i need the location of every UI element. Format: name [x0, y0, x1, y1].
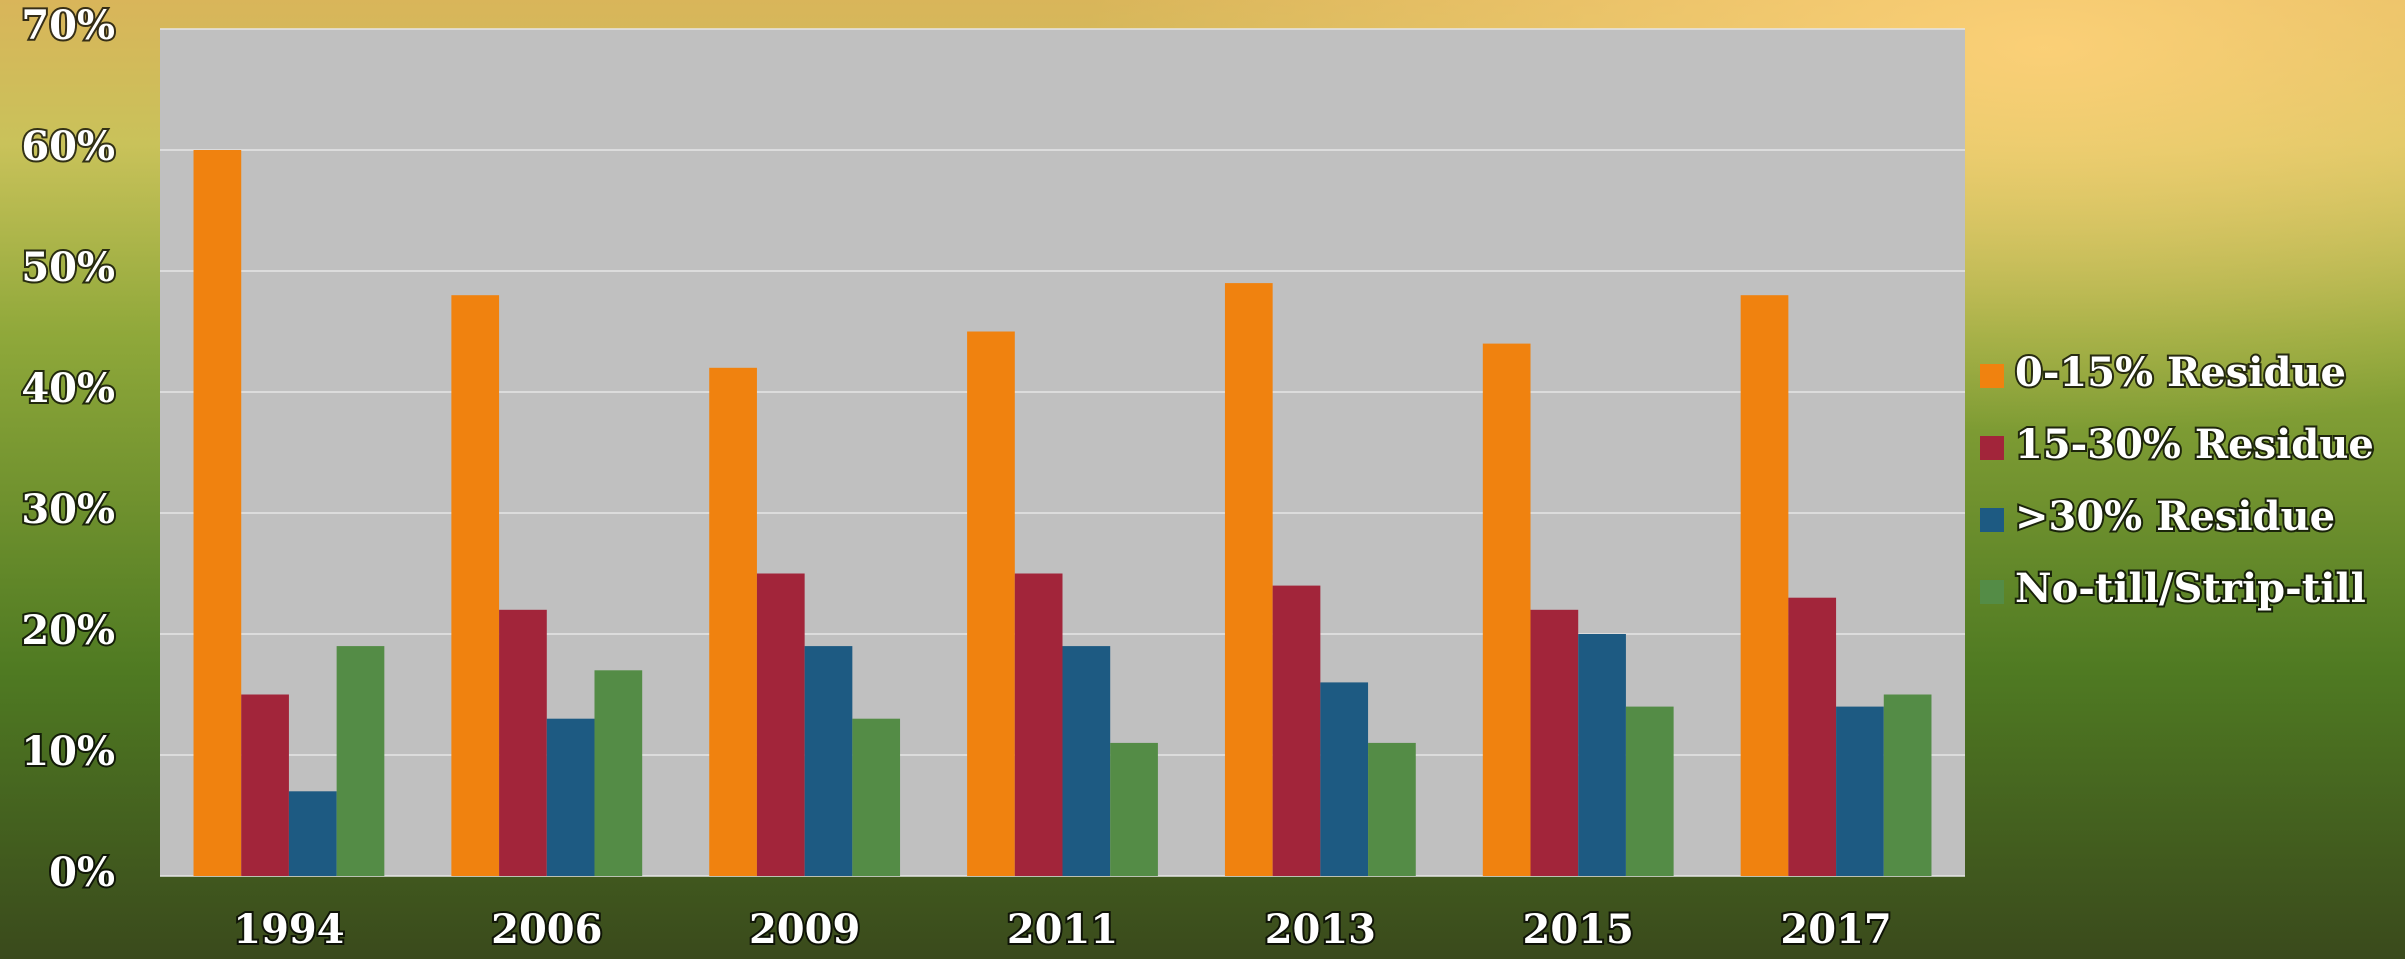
x-tick-label: 2006: [491, 906, 602, 953]
bar: [852, 718, 901, 876]
bar: [1368, 742, 1416, 876]
bar: [1625, 706, 1674, 876]
x-tick-label: 2015: [1523, 906, 1634, 953]
y-tick-label: 60%: [21, 123, 115, 170]
bar: [193, 150, 242, 876]
x-tick-label: 2017: [1780, 906, 1891, 953]
bar: [1110, 742, 1158, 876]
legend-swatch: [1980, 508, 2004, 532]
y-tick-label: 40%: [21, 365, 115, 412]
bar: [1836, 706, 1884, 876]
y-tick-label: 10%: [21, 728, 115, 775]
legend-label: >30% Residue: [2015, 493, 2335, 540]
bar: [1014, 573, 1063, 876]
y-tick-label: 20%: [21, 607, 115, 654]
bar: [594, 670, 643, 876]
bar: [1062, 646, 1111, 876]
bar: [336, 646, 385, 876]
bar: [1788, 597, 1837, 876]
bar: [756, 573, 805, 876]
y-tick-label: 0%: [49, 849, 115, 896]
x-tick-label: 2013: [1265, 906, 1376, 953]
legend-swatch: [1980, 436, 2004, 460]
bar: [546, 718, 595, 876]
bar: [1740, 295, 1789, 876]
bar: [1224, 283, 1273, 877]
legend-swatch: [1980, 364, 2004, 388]
bar: [1320, 682, 1369, 876]
bar: [1272, 585, 1321, 876]
y-tick-label: 70%: [21, 2, 115, 49]
bar: [499, 609, 547, 876]
bar: [1530, 609, 1579, 876]
bar: [967, 331, 1015, 876]
y-tick-label: 30%: [21, 486, 115, 533]
legend-label: 0-15% Residue: [2015, 349, 2346, 396]
bar: [451, 295, 500, 876]
x-tick-label: 2011: [1007, 906, 1118, 953]
bar: [709, 367, 757, 876]
y-tick-label: 50%: [21, 244, 115, 291]
x-tick-label: 1994: [233, 906, 344, 953]
bar: [1883, 694, 1932, 876]
legend-label: 15-30% Residue: [2015, 421, 2374, 468]
bar: [804, 646, 853, 876]
legend-swatch: [1980, 580, 2004, 604]
bar: [1482, 343, 1531, 877]
bar: [241, 694, 289, 876]
bar: [288, 791, 337, 876]
x-tick-label: 2009: [749, 906, 860, 953]
legend-label: No-till/Strip-till: [2015, 565, 2366, 612]
bar: [1578, 634, 1626, 876]
